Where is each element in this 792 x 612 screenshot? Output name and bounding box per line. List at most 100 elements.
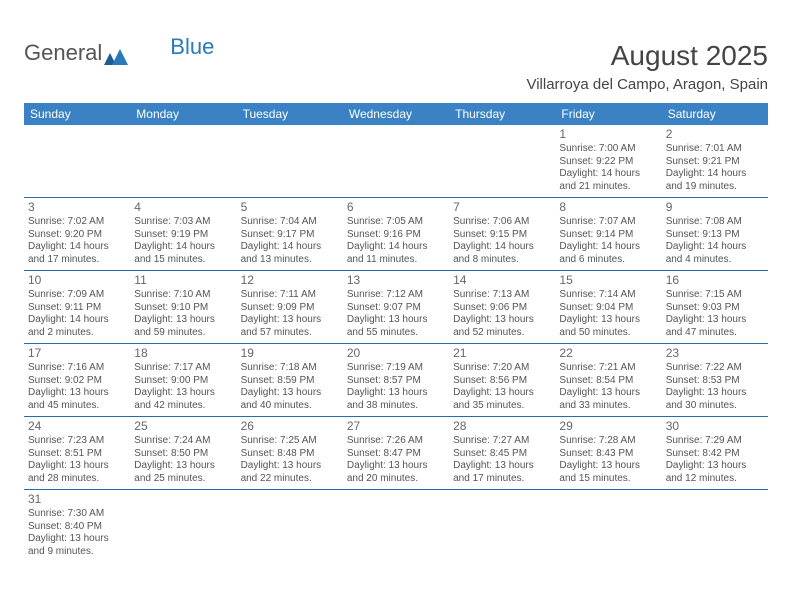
sunrise-text: Sunrise: 7:22 AM — [666, 362, 764, 375]
calendar-row: 1Sunrise: 7:00 AMSunset: 9:22 PMDaylight… — [24, 125, 768, 198]
calendar-cell: 14Sunrise: 7:13 AMSunset: 9:06 PMDayligh… — [449, 271, 555, 344]
sunrise-text: Sunrise: 7:21 AM — [559, 362, 657, 375]
daylight-text: and 2 minutes. — [28, 327, 126, 340]
day-header: Sunday — [24, 103, 130, 125]
daylight-text: and 17 minutes. — [453, 473, 551, 486]
calendar-cell — [237, 125, 343, 198]
sunset-text: Sunset: 9:09 PM — [241, 302, 339, 315]
day-number: 13 — [347, 273, 445, 288]
daylight-text: Daylight: 13 hours — [453, 314, 551, 327]
header: General Blue August 2025 Villarroya del … — [24, 40, 768, 93]
calendar-row: 31Sunrise: 7:30 AMSunset: 8:40 PMDayligh… — [24, 490, 768, 563]
sunset-text: Sunset: 9:19 PM — [134, 229, 232, 242]
day-header: Saturday — [662, 103, 768, 125]
title-block: August 2025 Villarroya del Campo, Aragon… — [526, 40, 768, 93]
sunset-text: Sunset: 9:14 PM — [559, 229, 657, 242]
sunset-text: Sunset: 9:03 PM — [666, 302, 764, 315]
day-number: 11 — [134, 273, 232, 288]
daylight-text: and 21 minutes. — [559, 181, 657, 194]
sunrise-text: Sunrise: 7:20 AM — [453, 362, 551, 375]
calendar-cell: 28Sunrise: 7:27 AMSunset: 8:45 PMDayligh… — [449, 417, 555, 490]
calendar-body: 1Sunrise: 7:00 AMSunset: 9:22 PMDaylight… — [24, 125, 768, 562]
calendar-cell: 13Sunrise: 7:12 AMSunset: 9:07 PMDayligh… — [343, 271, 449, 344]
daylight-text: and 25 minutes. — [134, 473, 232, 486]
day-number: 2 — [666, 127, 764, 142]
sunset-text: Sunset: 8:53 PM — [666, 375, 764, 388]
daylight-text: Daylight: 14 hours — [241, 241, 339, 254]
day-number: 30 — [666, 419, 764, 434]
calendar-cell: 29Sunrise: 7:28 AMSunset: 8:43 PMDayligh… — [555, 417, 661, 490]
daylight-text: and 8 minutes. — [453, 254, 551, 267]
daylight-text: and 47 minutes. — [666, 327, 764, 340]
sunrise-text: Sunrise: 7:10 AM — [134, 289, 232, 302]
sunrise-text: Sunrise: 7:27 AM — [453, 435, 551, 448]
sunrise-text: Sunrise: 7:05 AM — [347, 216, 445, 229]
logo: General Blue — [24, 40, 214, 66]
daylight-text: and 42 minutes. — [134, 400, 232, 413]
sunset-text: Sunset: 9:06 PM — [453, 302, 551, 315]
daylight-text: Daylight: 13 hours — [134, 387, 232, 400]
day-number: 12 — [241, 273, 339, 288]
sunrise-text: Sunrise: 7:09 AM — [28, 289, 126, 302]
daylight-text: and 6 minutes. — [559, 254, 657, 267]
sunrise-text: Sunrise: 7:28 AM — [559, 435, 657, 448]
day-number: 4 — [134, 200, 232, 215]
sunset-text: Sunset: 9:20 PM — [28, 229, 126, 242]
calendar-row: 17Sunrise: 7:16 AMSunset: 9:02 PMDayligh… — [24, 344, 768, 417]
calendar-cell — [343, 490, 449, 563]
calendar-cell: 15Sunrise: 7:14 AMSunset: 9:04 PMDayligh… — [555, 271, 661, 344]
page-title: August 2025 — [526, 40, 768, 72]
daylight-text: and 38 minutes. — [347, 400, 445, 413]
sunset-text: Sunset: 9:22 PM — [559, 156, 657, 169]
daylight-text: Daylight: 13 hours — [666, 387, 764, 400]
day-number: 1 — [559, 127, 657, 142]
sunset-text: Sunset: 8:43 PM — [559, 448, 657, 461]
calendar-cell — [449, 125, 555, 198]
day-number: 31 — [28, 492, 126, 507]
daylight-text: Daylight: 13 hours — [241, 460, 339, 473]
calendar-cell: 3Sunrise: 7:02 AMSunset: 9:20 PMDaylight… — [24, 198, 130, 271]
calendar-row: 3Sunrise: 7:02 AMSunset: 9:20 PMDaylight… — [24, 198, 768, 271]
sunset-text: Sunset: 8:40 PM — [28, 521, 126, 534]
daylight-text: Daylight: 13 hours — [134, 460, 232, 473]
calendar-cell: 5Sunrise: 7:04 AMSunset: 9:17 PMDaylight… — [237, 198, 343, 271]
calendar-cell: 26Sunrise: 7:25 AMSunset: 8:48 PMDayligh… — [237, 417, 343, 490]
sunrise-text: Sunrise: 7:07 AM — [559, 216, 657, 229]
daylight-text: Daylight: 14 hours — [666, 168, 764, 181]
sunrise-text: Sunrise: 7:17 AM — [134, 362, 232, 375]
sunrise-text: Sunrise: 7:24 AM — [134, 435, 232, 448]
daylight-text: Daylight: 13 hours — [559, 314, 657, 327]
sunset-text: Sunset: 9:21 PM — [666, 156, 764, 169]
daylight-text: Daylight: 13 hours — [559, 387, 657, 400]
day-number: 23 — [666, 346, 764, 361]
sunset-text: Sunset: 9:15 PM — [453, 229, 551, 242]
calendar-cell: 23Sunrise: 7:22 AMSunset: 8:53 PMDayligh… — [662, 344, 768, 417]
sunset-text: Sunset: 9:16 PM — [347, 229, 445, 242]
sunrise-text: Sunrise: 7:18 AM — [241, 362, 339, 375]
daylight-text: and 15 minutes. — [134, 254, 232, 267]
calendar-cell: 7Sunrise: 7:06 AMSunset: 9:15 PMDaylight… — [449, 198, 555, 271]
daylight-text: Daylight: 14 hours — [666, 241, 764, 254]
calendar-cell — [449, 490, 555, 563]
logo-text-2: Blue — [170, 34, 214, 60]
day-number: 8 — [559, 200, 657, 215]
sunset-text: Sunset: 9:10 PM — [134, 302, 232, 315]
daylight-text: and 9 minutes. — [28, 546, 126, 559]
daylight-text: Daylight: 13 hours — [28, 460, 126, 473]
day-header: Friday — [555, 103, 661, 125]
calendar-cell: 18Sunrise: 7:17 AMSunset: 9:00 PMDayligh… — [130, 344, 236, 417]
sunrise-text: Sunrise: 7:08 AM — [666, 216, 764, 229]
calendar-cell: 6Sunrise: 7:05 AMSunset: 9:16 PMDaylight… — [343, 198, 449, 271]
calendar-cell: 4Sunrise: 7:03 AMSunset: 9:19 PMDaylight… — [130, 198, 236, 271]
day-number: 7 — [453, 200, 551, 215]
sunrise-text: Sunrise: 7:13 AM — [453, 289, 551, 302]
sunset-text: Sunset: 9:07 PM — [347, 302, 445, 315]
daylight-text: Daylight: 14 hours — [559, 241, 657, 254]
sunrise-text: Sunrise: 7:23 AM — [28, 435, 126, 448]
sunset-text: Sunset: 8:45 PM — [453, 448, 551, 461]
sunrise-text: Sunrise: 7:06 AM — [453, 216, 551, 229]
daylight-text: and 4 minutes. — [666, 254, 764, 267]
calendar-cell: 8Sunrise: 7:07 AMSunset: 9:14 PMDaylight… — [555, 198, 661, 271]
daylight-text: and 28 minutes. — [28, 473, 126, 486]
day-number: 19 — [241, 346, 339, 361]
